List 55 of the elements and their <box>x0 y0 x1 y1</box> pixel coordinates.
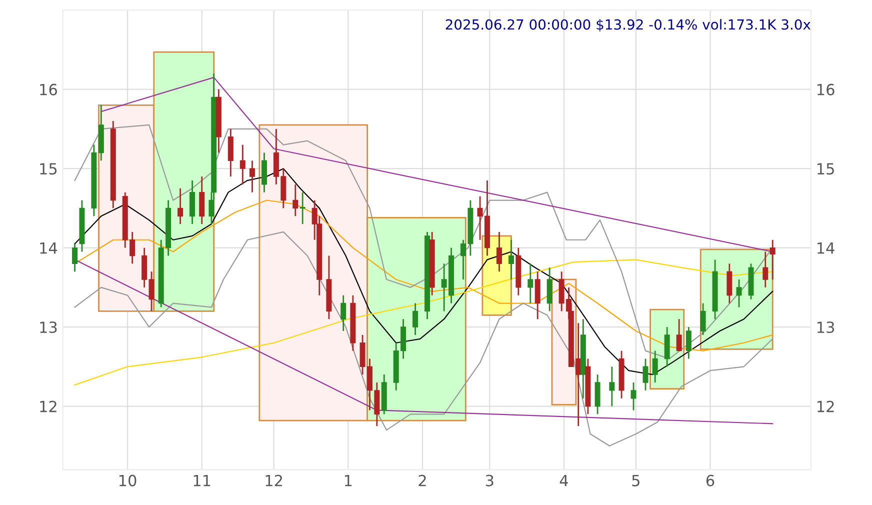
candlestick <box>178 188 184 225</box>
y-tick-label: 15 <box>40 163 57 175</box>
candlestick <box>642 358 648 392</box>
line-series <box>74 168 774 376</box>
candlestick <box>546 266 552 312</box>
text: 2025.06.27 00:00:00 $13.92 -0.14% vol:173.1K 3.0x <box>446 18 811 32</box>
y2-tick-label: 15 <box>818 163 834 175</box>
candlestick <box>664 326 670 368</box>
candlestick <box>528 262 534 304</box>
candlestick <box>736 278 742 308</box>
candlestick <box>72 243 78 272</box>
candlestick <box>770 239 776 280</box>
candlestick <box>676 318 682 352</box>
candlestick <box>412 302 418 336</box>
x-tick-label: 11 <box>194 474 210 486</box>
candlestick <box>142 247 148 288</box>
y-tick-label: 14 <box>40 242 58 254</box>
candlestick <box>228 128 234 178</box>
candlestick <box>190 180 196 225</box>
candlestick <box>340 294 346 332</box>
candlestick <box>630 382 636 411</box>
candlestick <box>496 231 502 272</box>
candlestick <box>534 270 540 320</box>
y-tick-label: 12 <box>40 400 56 412</box>
y2-tick-label: 16 <box>818 84 834 96</box>
candlestick <box>199 176 205 225</box>
y-tick-label: 16 <box>40 84 57 96</box>
x-tick-label: 6 <box>706 474 714 486</box>
candlestick <box>240 144 246 186</box>
candlestick <box>686 326 692 360</box>
x-tick-label: 3 <box>486 474 494 486</box>
candlestick <box>508 239 514 280</box>
x-tick-label: 10 <box>119 474 136 486</box>
line-series <box>74 231 774 446</box>
candlestick <box>249 160 255 194</box>
y2-tick-label: 13 <box>818 321 834 334</box>
candlestick <box>609 366 615 407</box>
candlestick <box>700 302 706 336</box>
x-tick-label: 4 <box>560 474 568 486</box>
candlestick <box>300 192 306 225</box>
candlestick <box>148 270 154 312</box>
x-tick-label: 1 <box>344 474 352 486</box>
y-tick-label: 13 <box>40 321 57 334</box>
candlestick <box>594 374 600 415</box>
x-tick-label: 12 <box>266 474 282 486</box>
candlestick <box>261 152 267 194</box>
candlestick <box>652 350 658 384</box>
y2-tick-label: 14 <box>818 242 834 254</box>
candlestick <box>762 251 768 288</box>
x-tick-label: 2 <box>418 474 426 486</box>
x-tick-label: 5 <box>632 474 640 486</box>
candlestick <box>726 262 732 304</box>
y2-tick-label: 12 <box>818 400 834 412</box>
candlestick <box>292 184 298 217</box>
line-series <box>74 259 774 386</box>
